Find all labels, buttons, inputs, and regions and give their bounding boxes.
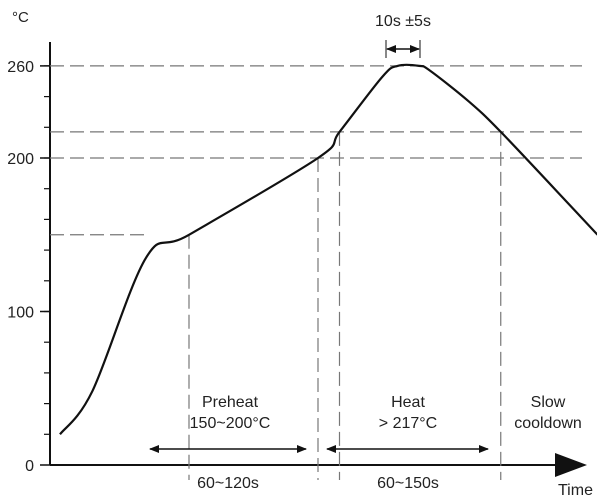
heat-label: Heat [391,394,425,411]
reference-lines [50,65,582,236]
cooldown-label: Slow [531,394,566,411]
heat-duration-label: 60~150s [377,475,439,492]
heat-threshold-label: > 217°C [379,415,437,432]
y-unit-label: °C [12,9,29,26]
y-tick-label: 100 [7,305,34,322]
x-axis-arrowhead [555,453,587,477]
y-tick-label: 0 [25,458,34,475]
temperature-profile-curve [59,63,597,435]
cooldown-label-2: cooldown [514,415,582,432]
y-tick-label: 260 [7,59,34,76]
preheat-range-label: 150~200°C [190,415,271,432]
y-tick-label: 200 [7,151,34,168]
preheat-label: Preheat [202,394,259,411]
x-axis-label: Time [558,482,593,499]
phase-boundary-lines [188,131,502,480]
peak-time-label: 10s ±5s [375,13,431,30]
preheat-duration-label: 60~120s [197,475,259,492]
y-tick-labels: 0 100 200 260 [7,59,50,475]
